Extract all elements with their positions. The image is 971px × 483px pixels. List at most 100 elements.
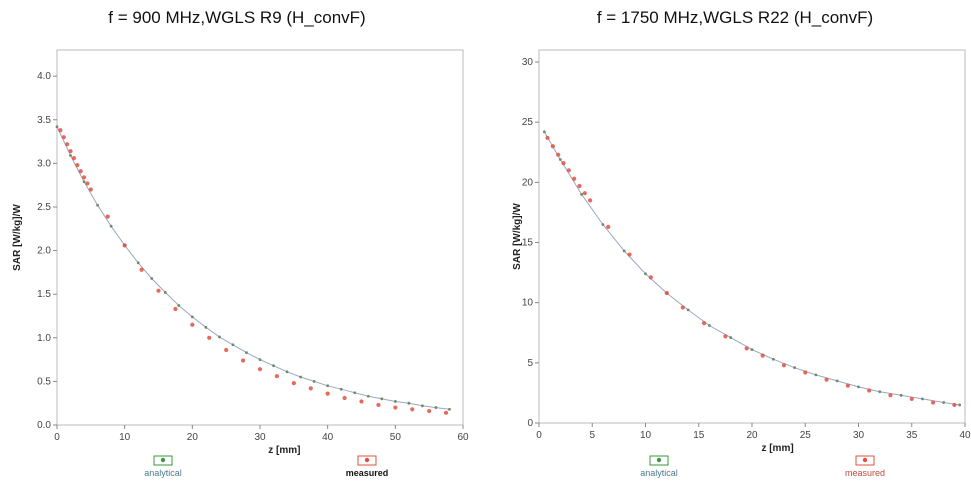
measured-point: [207, 335, 212, 340]
analytical-point: [580, 192, 583, 196]
analytical-point: [942, 401, 946, 404]
analytical-point: [82, 180, 86, 184]
legend-marker-dot: [862, 457, 868, 463]
analytical-point: [380, 397, 384, 401]
analytical-point: [245, 351, 248, 355]
y-tick-label: 2.5: [37, 202, 51, 213]
y-tick-label: 10: [522, 298, 534, 309]
measured-point: [561, 161, 566, 166]
y-tick-label: 20: [522, 177, 534, 188]
analytical-point: [686, 308, 690, 312]
measured-point: [71, 156, 77, 161]
measured-point: [257, 367, 263, 372]
legend-marker-box: [855, 455, 875, 466]
measured-point: [342, 395, 347, 401]
legend-analytical: analytical: [144, 455, 182, 478]
analytical-point: [814, 373, 818, 377]
x-tick-label: 60: [457, 432, 469, 443]
analytical-point: [644, 272, 647, 276]
measured-point: [105, 214, 110, 219]
analytical-point: [272, 364, 275, 368]
x-tick-label: 50: [390, 432, 402, 443]
measured-point: [224, 347, 229, 353]
measured-point: [376, 402, 381, 408]
measured-point: [572, 176, 577, 181]
measured-point: [81, 175, 87, 180]
legend-marker-dot: [364, 457, 370, 463]
analytical-point: [326, 384, 330, 388]
measured-point: [291, 381, 296, 386]
y-axis-label: SAR [W/kg]/W: [12, 204, 23, 271]
legend-label: measured: [346, 468, 389, 478]
x-axis-label: z [mm]: [761, 443, 793, 454]
analytical-point: [69, 154, 72, 157]
chart-1: 0 5 10 15 20 25 30 35 40 0 5 10 15 20 25 30 z [mm] SAR [W…: [512, 49, 971, 478]
measured-point: [139, 267, 144, 272]
y-tick-label: 15: [522, 238, 534, 249]
analytical-point: [339, 387, 343, 391]
x-tick-label: 25: [800, 430, 812, 441]
measured-point: [582, 191, 587, 196]
measured-point: [588, 198, 593, 203]
analytical-point: [312, 379, 316, 383]
legend-label: analytical: [144, 468, 182, 478]
analytical-point: [393, 400, 397, 403]
y-tick-label: 0: [527, 418, 533, 429]
measured-point: [680, 305, 685, 310]
measured-point: [88, 187, 93, 192]
measured-point: [760, 353, 765, 358]
analytical-point: [708, 324, 711, 327]
analytical-point: [793, 366, 796, 370]
y-tick-label: 5: [527, 358, 533, 369]
measured-point: [410, 407, 415, 412]
x-tick-label: 10: [119, 432, 131, 443]
x-tick-label: 10: [640, 430, 652, 441]
measured-point: [952, 402, 957, 408]
analytical-point: [542, 130, 546, 134]
x-axis-label: z [mm]: [268, 445, 300, 456]
analytical-point: [601, 223, 605, 226]
measured-point: [65, 142, 70, 147]
measured-point: [867, 388, 872, 393]
analytical-point: [958, 403, 962, 407]
measured-point: [744, 346, 749, 351]
measured-point: [274, 374, 280, 379]
measured-point: [393, 405, 398, 410]
analytical-point: [163, 291, 167, 294]
measured-point: [122, 243, 127, 248]
measured-point: [427, 408, 432, 414]
measured-point: [824, 377, 829, 382]
plot-frame: [538, 49, 966, 424]
chart-title-1750: f = 1750 MHz,WGLS R22 (H_convF): [596, 8, 874, 27]
measured-point: [888, 393, 893, 398]
measured-point: [577, 183, 582, 189]
analytical-point: [218, 335, 221, 339]
measured-point: [443, 410, 449, 415]
analytical-point: [750, 348, 754, 352]
measured-point: [550, 144, 555, 149]
measured-point: [723, 334, 728, 339]
analytical-point: [204, 325, 208, 329]
measured-point: [78, 169, 83, 174]
legend-marker-box: [357, 455, 377, 466]
measured-point: [85, 181, 90, 186]
analytical-point: [190, 315, 194, 319]
x-tick-label: 40: [959, 430, 971, 441]
legend-marker-dot: [656, 457, 662, 463]
analytical-point: [771, 357, 775, 361]
analytical-curve: [56, 126, 450, 410]
legend-marker-box: [153, 455, 173, 466]
measured-point: [308, 386, 313, 391]
plot-frame: [56, 49, 464, 426]
x-tick-label: 0: [54, 432, 60, 443]
legend-label: measured: [845, 468, 885, 478]
analytical-point: [55, 125, 59, 129]
measured-point: [68, 149, 73, 154]
x-tick-label: 30: [254, 432, 266, 443]
measured-point: [803, 370, 808, 375]
measured-point: [648, 275, 653, 280]
analytical-point: [729, 336, 733, 339]
measured-point: [845, 383, 850, 388]
analytical-point: [366, 394, 370, 398]
